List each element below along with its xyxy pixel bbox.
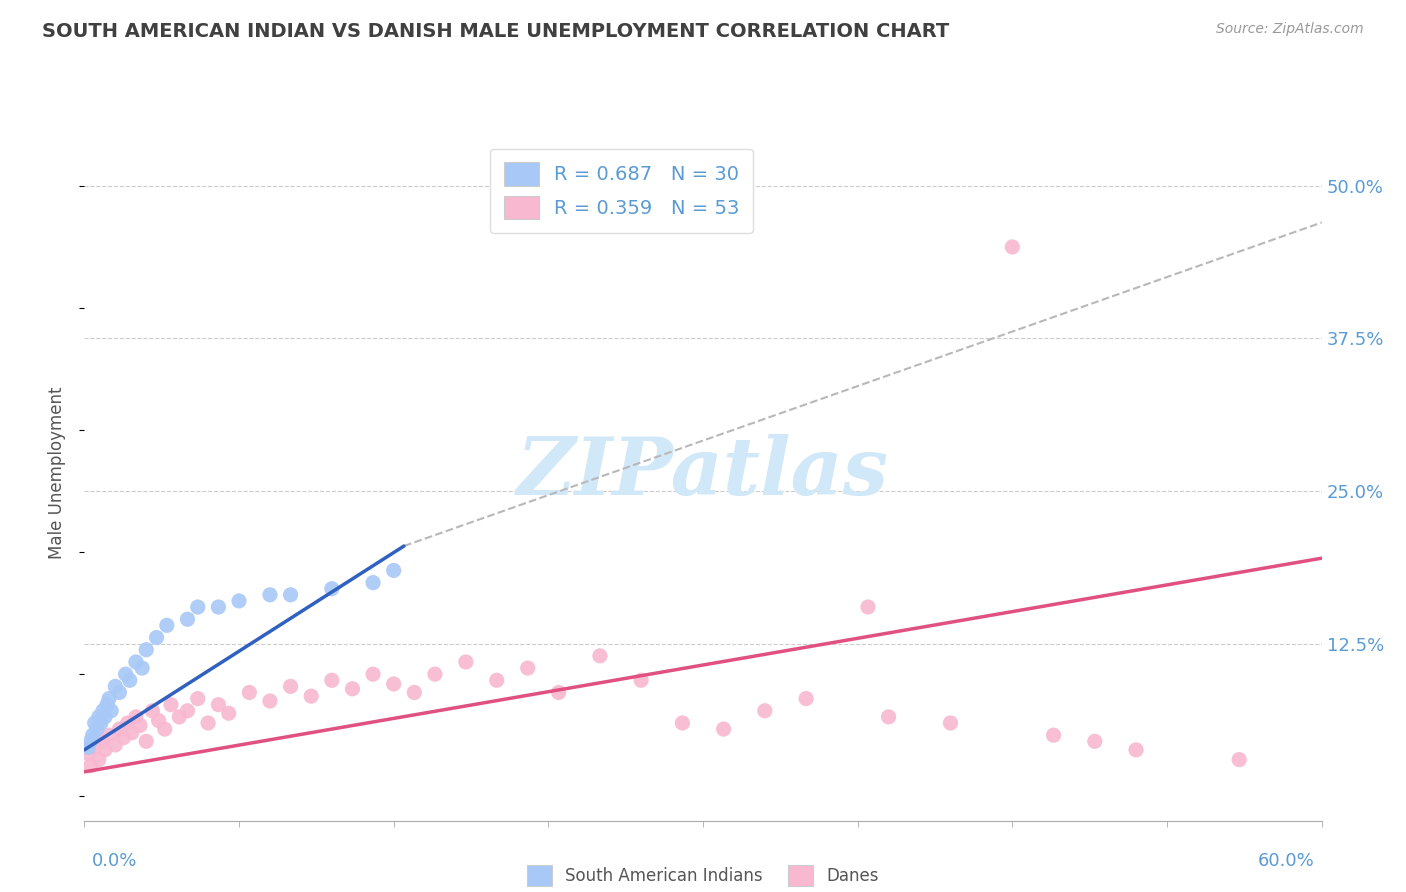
Point (877, 710, 900, 724)
Point (176, 704, 198, 718)
Point (79, 758, 101, 772)
Point (87, 710, 110, 724)
Point (187, 691, 209, 706)
Point (342, 681, 364, 696)
Legend: South American Indians, Danes: South American Indians, Danes (520, 859, 886, 892)
Point (77, 747, 100, 761)
Point (454, 655, 477, 669)
Point (167, 710, 190, 724)
Point (98, 728, 121, 742)
Point (131, 661, 153, 675)
Point (77, 740, 100, 755)
Point (160, 698, 183, 712)
Point (361, 667, 384, 681)
Point (91, 704, 114, 718)
Point (259, 588, 281, 602)
Point (299, 689, 322, 703)
Point (100, 704, 122, 718)
Point (135, 642, 157, 657)
Point (1125, 743, 1147, 757)
Point (108, 722, 131, 736)
Point (79, 734, 101, 748)
Point (94, 710, 117, 724)
Point (145, 631, 167, 645)
Point (280, 679, 302, 693)
Point (1001, 240, 1024, 254)
Point (87, 753, 110, 767)
Point (713, 722, 735, 736)
Text: 60.0%: 60.0% (1258, 852, 1315, 870)
Point (114, 667, 136, 681)
Point (197, 716, 219, 731)
Point (516, 661, 538, 675)
Point (228, 594, 250, 608)
Point (98, 691, 121, 706)
Point (125, 655, 148, 669)
Point (1227, 753, 1250, 767)
Point (96, 698, 118, 712)
Point (118, 673, 141, 688)
Point (361, 575, 384, 590)
Point (117, 716, 139, 731)
Point (176, 612, 198, 626)
Point (82, 728, 104, 742)
Point (630, 673, 652, 688)
Point (156, 618, 179, 632)
Point (94, 743, 117, 757)
Point (112, 731, 135, 745)
Point (423, 667, 446, 681)
Point (104, 738, 127, 752)
Point (1042, 728, 1064, 742)
Point (153, 722, 176, 736)
Point (207, 698, 229, 712)
Point (382, 563, 405, 577)
Point (207, 600, 229, 615)
Point (754, 704, 776, 718)
Point (125, 710, 148, 724)
Point (129, 718, 152, 732)
Point (141, 704, 163, 718)
Text: SOUTH AMERICAN INDIAN VS DANISH MALE UNEMPLOYMENT CORRELATION CHART: SOUTH AMERICAN INDIAN VS DANISH MALE UNE… (42, 22, 949, 41)
Point (671, 716, 693, 731)
Point (83, 716, 105, 731)
Point (547, 685, 569, 699)
Point (218, 706, 240, 721)
Point (589, 648, 612, 663)
Point (86, 722, 108, 736)
Point (794, 691, 817, 706)
Point (404, 685, 426, 699)
Point (856, 600, 879, 615)
Point (280, 588, 302, 602)
Text: 0.0%: 0.0% (91, 852, 136, 870)
Point (187, 600, 209, 615)
Point (90, 716, 112, 731)
Point (121, 725, 143, 739)
Point (939, 716, 962, 731)
Text: ZIPatlas: ZIPatlas (517, 434, 889, 511)
Point (485, 673, 508, 688)
Y-axis label: Male Unemployment: Male Unemployment (48, 386, 66, 559)
Text: Source: ZipAtlas.com: Source: ZipAtlas.com (1216, 22, 1364, 37)
Point (83, 740, 105, 755)
Point (238, 685, 260, 699)
Point (91, 734, 114, 748)
Point (321, 582, 343, 596)
Point (382, 677, 405, 691)
Point (321, 673, 343, 688)
Point (108, 685, 131, 699)
Point (259, 694, 281, 708)
Point (104, 679, 127, 693)
Point (1084, 734, 1107, 748)
Point (148, 714, 170, 728)
Point (135, 734, 157, 748)
